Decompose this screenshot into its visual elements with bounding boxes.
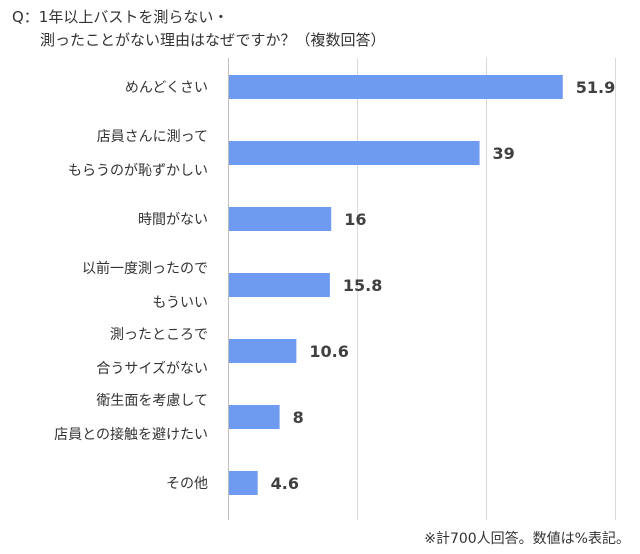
category-label: 店員さんに測って bbox=[97, 129, 208, 145]
bar bbox=[228, 273, 330, 297]
footnote: ※計700人回答。数値は%表記。 bbox=[424, 531, 630, 547]
bar bbox=[228, 75, 563, 99]
data-label: 4.6 bbox=[271, 474, 299, 493]
category-label: もういい bbox=[152, 295, 208, 311]
category-label: 店員との接触を避けたい bbox=[54, 426, 208, 443]
category-label: その他 bbox=[166, 476, 208, 492]
category-label: 時間がない bbox=[138, 212, 208, 228]
category-label: めんどくさい bbox=[125, 80, 208, 96]
bar bbox=[228, 207, 332, 231]
category-label: 合うサイズがない bbox=[96, 361, 208, 377]
data-label: 39 bbox=[493, 144, 515, 163]
category-label: 衛生面を考慮して bbox=[96, 393, 208, 409]
data-label: 15.8 bbox=[343, 276, 382, 295]
chart-title-line1: Q：1年以上バストを測らない・ bbox=[12, 8, 229, 26]
data-label: 51.9 bbox=[576, 78, 615, 97]
category-label: 測ったところで bbox=[110, 327, 208, 343]
data-label: 16 bbox=[344, 210, 366, 229]
category-label: 以前一度測ったので bbox=[82, 260, 208, 277]
chart-title-line2: 測ったことがない理由はなぜですか？（複数回答） bbox=[40, 31, 386, 49]
bar bbox=[228, 141, 480, 165]
data-label: 8 bbox=[293, 408, 304, 427]
category-label: もらうのが恥ずかしい bbox=[68, 163, 208, 179]
data-label: 10.6 bbox=[309, 342, 348, 361]
bar bbox=[228, 471, 258, 495]
bar bbox=[228, 405, 280, 429]
bar bbox=[228, 339, 297, 363]
